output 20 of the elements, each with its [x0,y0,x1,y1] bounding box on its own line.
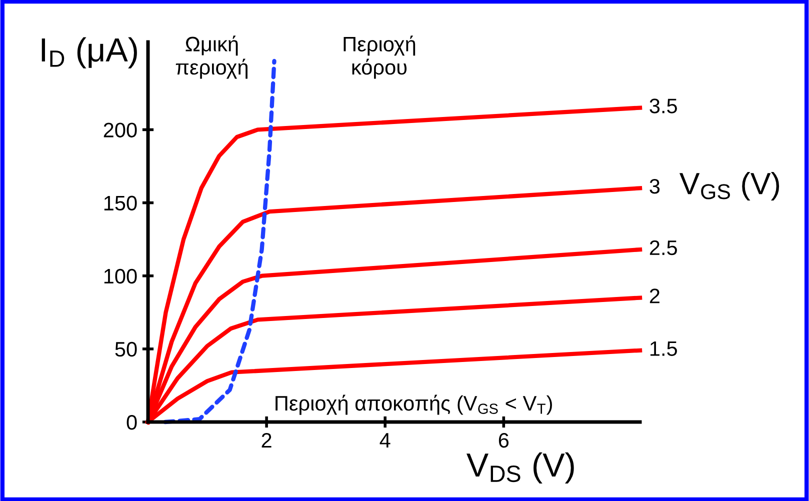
x-tick-label: 2 [262,432,272,448]
annotation: Ωμική περιοχή [176,36,248,79]
y-tick-label: 100 [104,268,137,284]
x-tick-label: 4 [380,433,390,448]
series-label: 1.5 [650,341,677,356]
annotation: Περιοχή κόρου [344,36,416,79]
y-tick-label: 50 [115,342,137,357]
x-tick-label: 6 [498,432,509,448]
x-axis-title: V$_{DS}$ (V) [466,452,574,484]
annotation: Περιοχή αποκοπής (V$_{GS}$ < V$_{T}$) [276,394,552,415]
line-series [163,58,276,424]
series-label: 2.5 [650,240,677,256]
series-label: 3.5 [650,98,677,114]
legend-title: V$_{GS}$ (V) [679,172,780,201]
series-label: 2 [650,288,660,304]
y-tick-label: 0 [126,415,137,430]
y-axis-title: I$_{D}$ (μA) [42,37,137,68]
y-tick-label: 150 [104,196,137,211]
series-label: 3 [650,178,660,194]
y-tick-label: 200 [104,122,137,138]
